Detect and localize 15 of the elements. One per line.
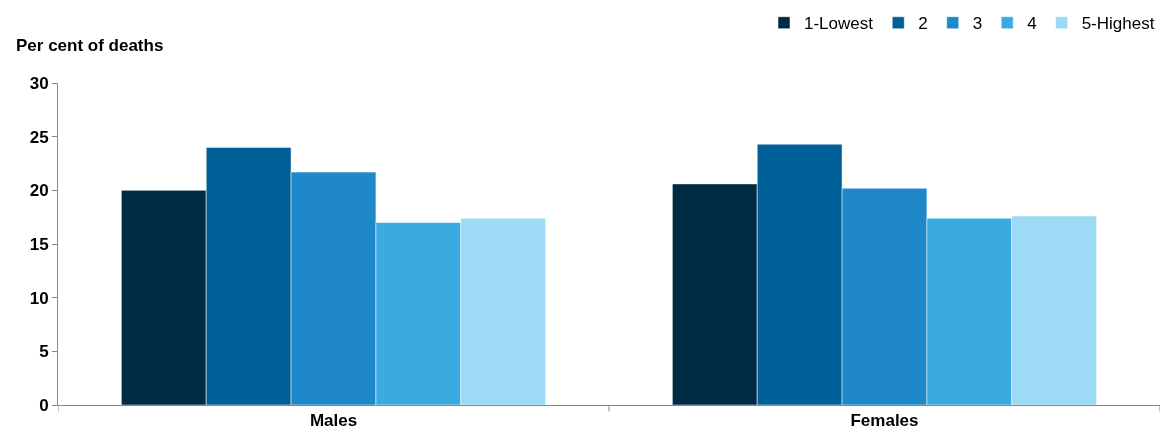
y-tick-label: 25 bbox=[29, 127, 49, 147]
legend-label: 2 bbox=[918, 14, 928, 34]
legend-label: 5-Highest bbox=[1081, 14, 1155, 34]
legend-label: 4 bbox=[1027, 14, 1037, 34]
y-tick-label: 15 bbox=[29, 234, 49, 254]
y-tick-label: 10 bbox=[29, 288, 49, 308]
x-tick-label: Females bbox=[850, 411, 919, 431]
x-tick-label: Males bbox=[309, 411, 358, 431]
y-axis-title: Per cent of deaths bbox=[16, 36, 164, 55]
y-tick-label: 5 bbox=[39, 342, 49, 362]
y-tick-label: 30 bbox=[29, 73, 49, 93]
y-tick-label: 20 bbox=[29, 181, 49, 201]
legend-label: 3 bbox=[972, 14, 983, 34]
legend-label: 1-Lowest bbox=[804, 14, 874, 34]
y-tick-label: 0 bbox=[39, 395, 49, 415]
